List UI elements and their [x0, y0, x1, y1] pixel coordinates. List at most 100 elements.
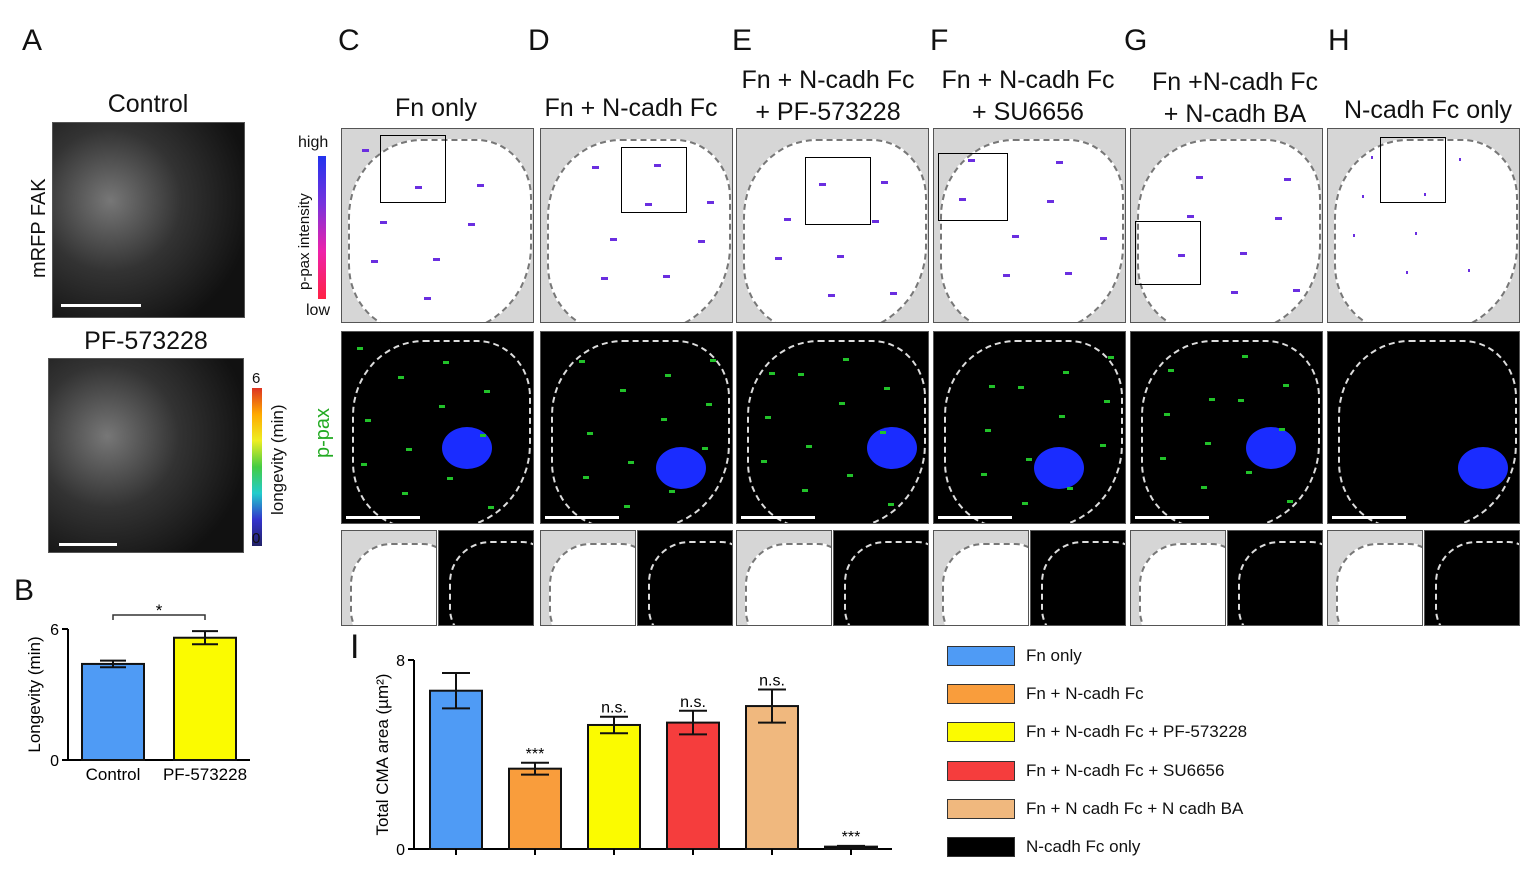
adhesion-mark — [1231, 291, 1238, 294]
scale-bar — [545, 516, 619, 519]
cell-outline — [348, 139, 532, 322]
adhesion-mark — [1240, 252, 1247, 255]
panel-a-title-control: Control — [107, 90, 189, 118]
ppax-puncta — [1279, 428, 1285, 431]
zoom-intensity-image — [933, 530, 1029, 626]
significance-label: *** — [842, 829, 861, 846]
cell-outline — [352, 340, 531, 523]
adhesion-mark — [477, 184, 484, 187]
ppax-puncta — [839, 402, 845, 405]
adhesion-mark — [1100, 237, 1107, 240]
adhesion-mark — [698, 240, 705, 243]
cell-outline — [942, 543, 1028, 625]
cell-outline — [1137, 139, 1321, 322]
pf-fak-image — [48, 358, 244, 553]
adhesion-mark — [881, 181, 888, 184]
ppax-puncta — [1205, 442, 1211, 445]
adhesion-mark — [1353, 234, 1355, 237]
zoom-region-box — [1135, 221, 1201, 285]
panel-a-ylabel: mRFP FAK — [28, 178, 50, 278]
intensity-high-label: high — [298, 134, 329, 151]
ppax-puncta — [1209, 398, 1215, 401]
ppax-puncta — [1100, 444, 1106, 447]
significance-label: * — [156, 601, 163, 620]
chart-b: 0 6 Longevity (min) Control PF-573228 * — [25, 601, 250, 784]
ppax-puncta — [1246, 471, 1252, 474]
ppax-puncta — [628, 461, 634, 464]
bar — [587, 723, 641, 850]
adhesion-mark — [1468, 269, 1470, 272]
cell-outline — [1435, 541, 1519, 625]
significance-label: n.s. — [601, 700, 627, 717]
panel-a-title-pf: PF-573228 — [84, 327, 208, 355]
cell-outline — [743, 139, 927, 322]
adhesion-mark — [1178, 254, 1185, 257]
adhesion-mark — [1459, 158, 1461, 161]
ppax-puncta — [365, 419, 371, 422]
ppax-puncta — [1108, 356, 1114, 359]
adhesion-mark — [1003, 274, 1010, 277]
legend-swatch — [947, 646, 1015, 666]
adhesion-mark — [415, 186, 422, 189]
longevity-colorbar — [252, 388, 262, 546]
ppax-puncta — [579, 360, 585, 363]
adhesion-mark — [1284, 178, 1291, 181]
adhesion-mark — [1406, 271, 1408, 274]
panel-label-c: C — [338, 24, 360, 57]
legend-label: Fn only — [1026, 646, 1082, 665]
ppax-puncta — [802, 489, 808, 492]
zoom-intensity-image — [540, 530, 636, 626]
ppax-puncta — [706, 403, 712, 406]
ppax-puncta — [765, 416, 771, 419]
ppax-fluorescence-image — [736, 331, 929, 524]
ppax-puncta — [480, 434, 486, 437]
y-tick-label: 0 — [396, 842, 405, 859]
cell-outline — [940, 139, 1124, 322]
cell-outline — [1139, 543, 1225, 625]
ppax-puncta — [989, 385, 995, 388]
ppax-puncta — [357, 347, 363, 350]
ppax-puncta — [361, 463, 367, 466]
y-tick-label: 6 — [50, 622, 59, 639]
adhesion-mark — [1065, 272, 1072, 275]
adhesion-mark — [1275, 217, 1282, 220]
panel-label-f: F — [930, 24, 949, 57]
y-tick-label: 8 — [396, 653, 405, 670]
adhesion-mark — [380, 221, 387, 224]
ppax-fluorescence-image — [341, 331, 534, 524]
panel-label-e: E — [732, 24, 753, 57]
adhesion-mark — [819, 183, 826, 186]
y-axis-label: Total CMA area (µm²) — [373, 674, 392, 836]
adhesion-mark — [645, 203, 652, 206]
adhesion-mark — [775, 257, 782, 260]
cell-outline — [844, 541, 928, 625]
ppax-puncta — [806, 445, 812, 448]
ppax-puncta — [1238, 399, 1244, 402]
ppax-puncta — [583, 476, 589, 479]
nucleus — [1034, 447, 1084, 489]
adhesion-mark — [968, 159, 975, 162]
legend-label: Fn + N-cadh Fc + PF-573228 — [1026, 722, 1248, 742]
ppax-puncta — [1164, 413, 1170, 416]
cell-outline — [747, 340, 926, 523]
ppax-puncta — [439, 405, 445, 408]
nucleus — [867, 427, 917, 469]
ppax-intensity-image — [1327, 128, 1520, 323]
ppax-fluorescence-image — [933, 331, 1126, 524]
intensity-colorbar — [318, 156, 326, 299]
significance-bracket — [112, 614, 206, 620]
ppax-fluorescence-image — [540, 331, 733, 524]
panel-e-title-1: Fn + N-cadh Fc — [741, 66, 915, 94]
ppax-puncta — [1160, 457, 1166, 460]
significance-label: *** — [526, 746, 545, 763]
control-fak-image — [52, 122, 245, 318]
ppax-puncta — [1201, 486, 1207, 489]
y-axis-label: Longevity (min) — [25, 636, 44, 752]
bar — [81, 662, 145, 761]
bar — [745, 705, 799, 850]
ppax-puncta — [1104, 400, 1110, 403]
panel-label-b: B — [14, 574, 35, 607]
scale-bar — [1332, 516, 1406, 519]
adhesion-mark — [1415, 232, 1417, 235]
ppax-puncta — [620, 389, 626, 392]
